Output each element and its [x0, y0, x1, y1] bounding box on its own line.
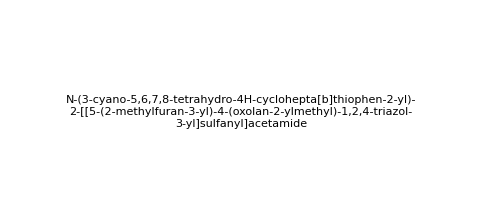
Text: N-(3-cyano-5,6,7,8-tetrahydro-4H-cyclohepta[b]thiophen-2-yl)-
2-[[5-(2-methylfur: N-(3-cyano-5,6,7,8-tetrahydro-4H-cyclohe…: [66, 95, 416, 129]
